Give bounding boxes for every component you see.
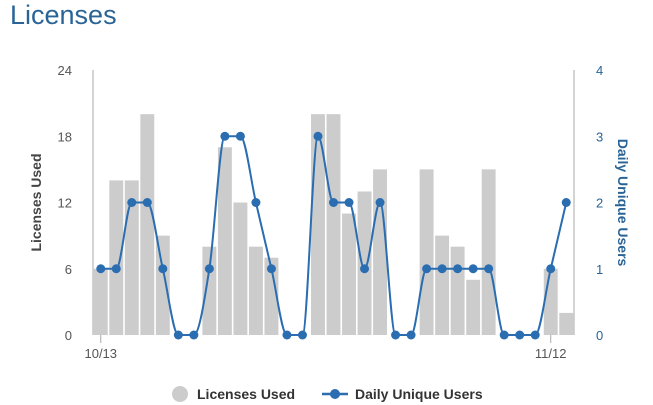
legend-marker-licenses-used	[172, 386, 188, 402]
legend-marker-daily-unique-users	[330, 389, 340, 399]
point-daily-unique-users	[111, 264, 121, 274]
bar-licenses-used	[450, 246, 465, 335]
bar-licenses-used	[202, 246, 217, 335]
point-daily-unique-users	[251, 198, 261, 207]
bar-licenses-used	[342, 213, 356, 335]
bar-licenses-used	[93, 268, 108, 335]
point-daily-unique-users	[468, 264, 478, 274]
y-right-tick-label: 2	[596, 196, 603, 211]
point-daily-unique-users	[329, 198, 338, 207]
point-daily-unique-users	[266, 264, 276, 274]
bar-licenses-used	[248, 246, 263, 335]
bar-licenses-used	[466, 279, 481, 335]
point-daily-unique-users	[127, 198, 137, 207]
point-daily-unique-users	[484, 264, 494, 274]
point-daily-unique-users	[515, 330, 525, 340]
legend-label-licenses-used: Licenses Used	[197, 386, 295, 402]
y-left-tick-label: 12	[58, 196, 72, 211]
point-daily-unique-users	[158, 264, 168, 274]
point-daily-unique-users	[530, 330, 540, 340]
page-title: Licenses	[10, 0, 117, 30]
legend-label-daily-unique-users: Daily Unique Users	[355, 386, 483, 402]
point-daily-unique-users	[220, 131, 230, 141]
bar-licenses-used	[357, 191, 372, 335]
point-daily-unique-users	[96, 264, 106, 274]
y-left-tick-label: 18	[58, 129, 72, 144]
point-daily-unique-users	[142, 198, 152, 207]
bar-licenses-used	[264, 257, 279, 335]
point-daily-unique-users	[360, 264, 370, 274]
x-tick-label: 11/12	[535, 346, 567, 361]
bar-licenses-used	[373, 169, 388, 335]
bar-licenses-used	[559, 312, 574, 335]
point-daily-unique-users	[235, 131, 245, 141]
point-daily-unique-users	[561, 198, 571, 207]
point-daily-unique-users	[173, 330, 183, 340]
bar-licenses-used	[543, 268, 558, 335]
bar-licenses-used	[419, 169, 434, 335]
bar-licenses-used	[217, 147, 232, 335]
bar-licenses-used	[109, 180, 124, 335]
point-daily-unique-users	[453, 264, 463, 274]
bar-licenses-used	[140, 114, 155, 336]
x-tick-label: 10/13	[84, 346, 117, 361]
point-daily-unique-users	[546, 264, 556, 274]
point-daily-unique-users	[189, 330, 199, 340]
y-left-tick-label: 24	[58, 63, 72, 78]
y-right-tick-label: 1	[596, 262, 603, 277]
point-daily-unique-users	[297, 330, 307, 340]
y-left-tick-label: 6	[65, 262, 72, 277]
point-daily-unique-users	[391, 330, 401, 340]
point-daily-unique-users	[437, 264, 447, 274]
y-right-tick-label: 3	[596, 129, 603, 144]
point-daily-unique-users	[204, 264, 214, 274]
bar-licenses-used	[481, 169, 496, 335]
point-daily-unique-users	[406, 330, 416, 340]
bar-licenses-used	[233, 202, 248, 335]
bar-licenses-used	[124, 180, 139, 335]
point-daily-unique-users	[499, 330, 509, 340]
y-right-axis-title: Daily Unique Users	[615, 139, 631, 267]
bar-licenses-used	[326, 114, 341, 336]
bar-licenses-used	[155, 235, 170, 335]
bar-licenses-used	[435, 235, 450, 335]
point-daily-unique-users	[313, 131, 323, 141]
point-daily-unique-users	[282, 330, 292, 340]
y-right-tick-label: 4	[596, 63, 603, 78]
point-daily-unique-users	[422, 264, 432, 274]
y-left-tick-label: 0	[65, 328, 72, 343]
point-daily-unique-users	[344, 198, 354, 207]
point-daily-unique-users	[375, 198, 385, 207]
y-right-tick-label: 0	[596, 328, 603, 343]
y-left-axis-title: Licenses Used	[28, 153, 44, 251]
